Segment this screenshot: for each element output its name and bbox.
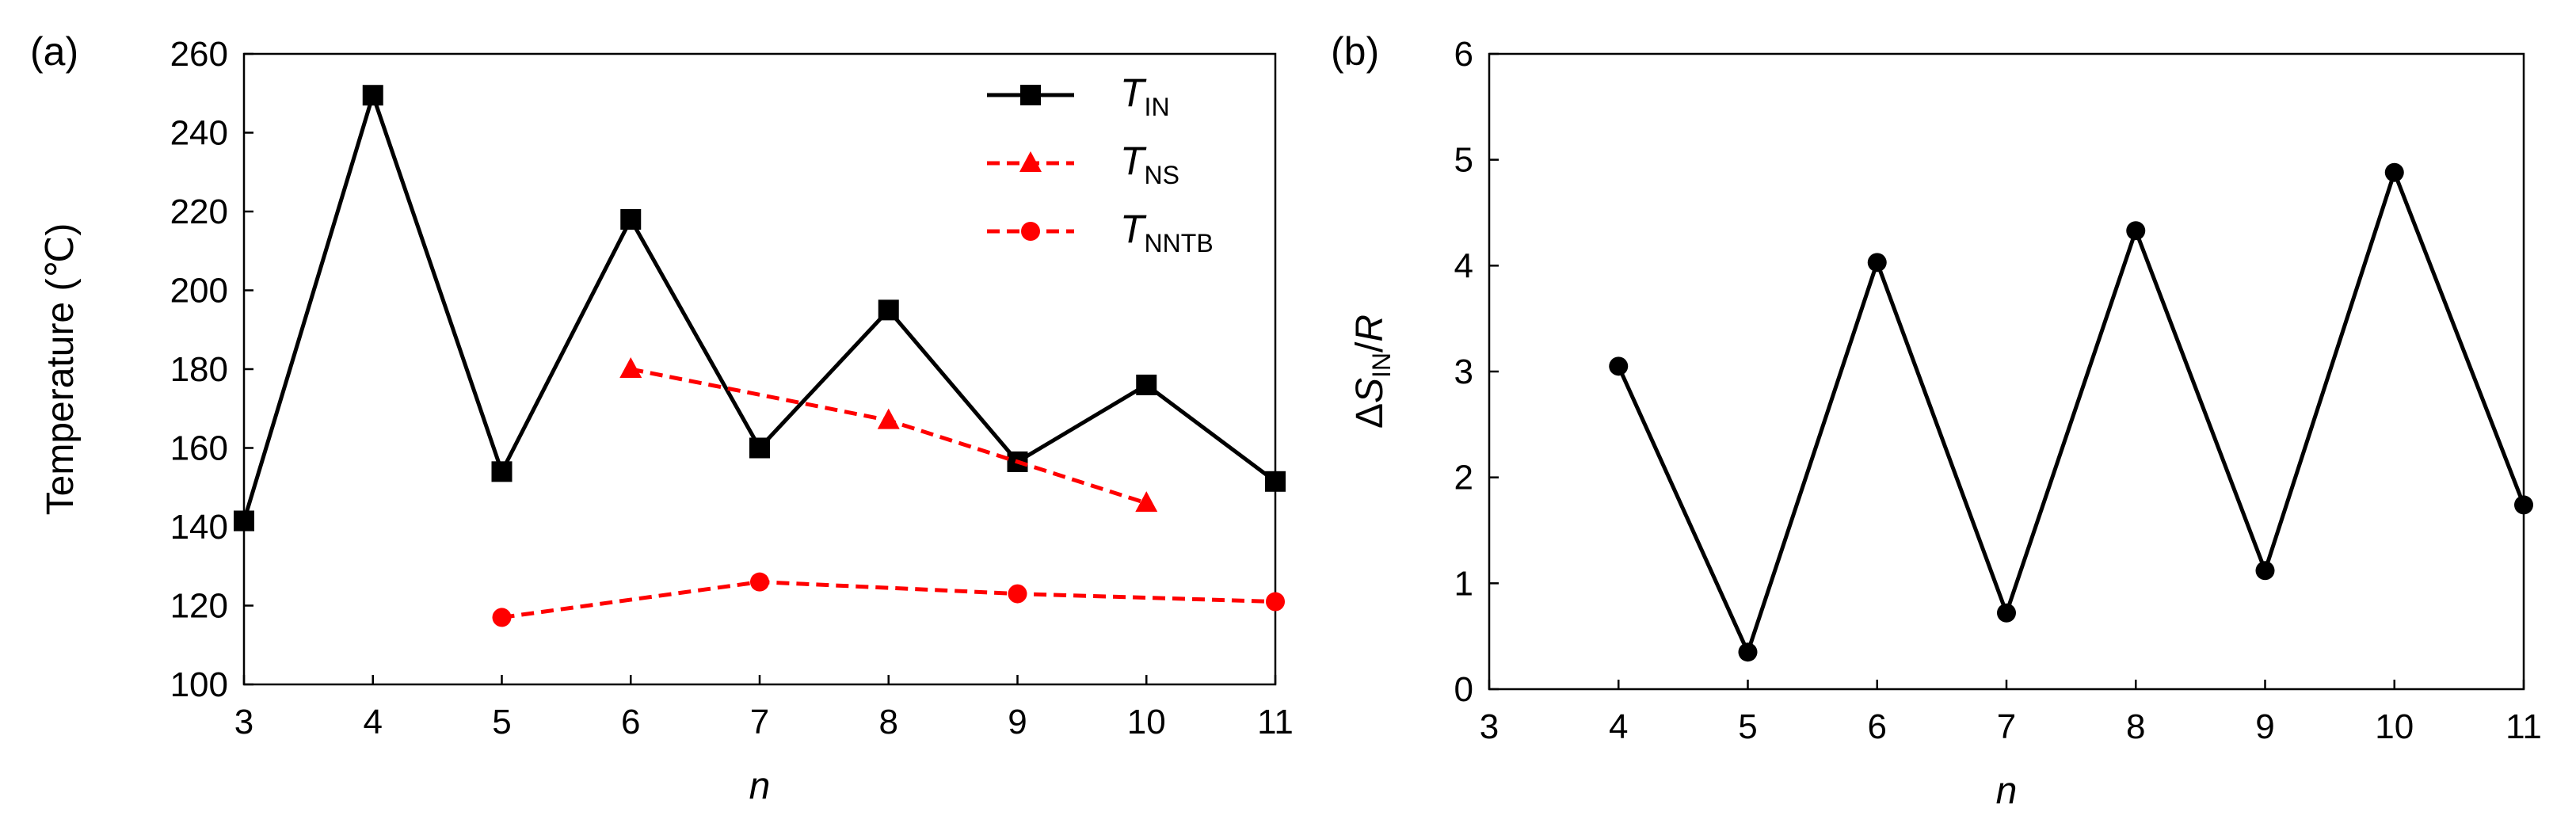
data-point-t-in bbox=[491, 461, 513, 482]
x-tick-label-a: 3 bbox=[234, 703, 253, 741]
y-axis-title-b-slash: / bbox=[1349, 341, 1391, 353]
x-tick-label-b: 3 bbox=[1480, 707, 1499, 746]
data-point-t-nntb bbox=[492, 608, 512, 627]
x-tick-label-a: 8 bbox=[879, 703, 898, 741]
y-axis-title-b-s: S bbox=[1349, 378, 1391, 403]
axes-a: 3 4 5 6 7 8 9 10 11 100 120 140 160 180 200 220 240 260 bbox=[170, 35, 1294, 741]
y-tick-label-a: 100 bbox=[170, 665, 228, 704]
legend-marker-t-ns bbox=[1019, 151, 1042, 172]
panel-a: (a) n Temperature (℃) 3 4 5 6 7 8 9 10 11 100 120 1… bbox=[30, 29, 1294, 807]
y-axis-title-b-sub: IN bbox=[1367, 353, 1396, 378]
data-point-t-in bbox=[620, 208, 642, 230]
legend-label-t-ns-main: T bbox=[1120, 139, 1147, 183]
panel-label-b: (b) bbox=[1331, 29, 1379, 74]
legend-label-t-nntb: TNNTB bbox=[1120, 207, 1214, 257]
legend: TIN TNS TNNTB bbox=[987, 71, 1214, 257]
y-tick-label-a: 240 bbox=[170, 114, 228, 153]
legend-label-t-in-sub: IN bbox=[1145, 93, 1170, 121]
data-point-t-nntb bbox=[1008, 584, 1027, 604]
x-tick-label-b: 8 bbox=[2126, 707, 2145, 746]
y-tick-label-b: 1 bbox=[1454, 564, 1473, 603]
y-tick-label-b: 2 bbox=[1454, 459, 1473, 497]
data-point-t-nntb bbox=[1266, 592, 1285, 612]
y-tick-label-a: 180 bbox=[170, 350, 228, 389]
data-point-s-in-r bbox=[1738, 642, 1758, 662]
y-tick-label-a: 160 bbox=[170, 429, 228, 468]
x-tick-label-a: 4 bbox=[364, 703, 383, 741]
x-tick-label-a: 11 bbox=[1257, 703, 1294, 741]
y-axis-title-a: Temperature (℃) bbox=[40, 223, 82, 516]
series-line-t-nntb bbox=[501, 580, 1276, 619]
x-axis-title-a: n bbox=[749, 765, 771, 807]
panel-b: (b) n ΔSIN/R 3 4 5 6 7 8 9 10 11 0 1 2 3 4 5 6 bbox=[1331, 29, 2542, 812]
x-tick-label-a: 6 bbox=[621, 703, 640, 741]
data-point-s-in-r bbox=[2255, 561, 2275, 581]
legend-label-t-ns: TNS bbox=[1120, 139, 1179, 189]
data-point-t-in bbox=[1265, 471, 1286, 492]
y-tick-label-a: 200 bbox=[170, 272, 228, 311]
data-point-s-in-r bbox=[2126, 221, 2146, 241]
x-tick-label-b: 4 bbox=[1609, 707, 1628, 746]
x-tick-label-b: 6 bbox=[1868, 707, 1887, 746]
y-tick-label-b: 6 bbox=[1454, 35, 1473, 74]
data-point-s-in-r bbox=[2384, 162, 2404, 182]
plot-area-b bbox=[1488, 52, 2525, 691]
data-point-t-ns bbox=[1135, 491, 1158, 513]
x-tick-label-a: 9 bbox=[1008, 703, 1027, 741]
data-point-s-in-r bbox=[1867, 253, 1887, 272]
data-point-t-in bbox=[234, 510, 254, 532]
series-line-s-in-r bbox=[1616, 166, 2526, 658]
x-tick-label-a: 10 bbox=[1127, 703, 1166, 741]
axes-b: 3 4 5 6 7 8 9 10 11 0 1 2 3 4 5 6 bbox=[1454, 35, 2542, 746]
y-tick-label-b: 4 bbox=[1454, 246, 1473, 285]
x-tick-label-b: 7 bbox=[1997, 707, 2016, 746]
data-point-s-in-r bbox=[1609, 356, 1629, 376]
data-point-t-in bbox=[749, 437, 770, 459]
y-tick-label-a: 260 bbox=[170, 35, 228, 74]
y-tick-label-a: 120 bbox=[170, 587, 228, 626]
data-point-t-in bbox=[1136, 374, 1157, 395]
x-axis-title-b: n bbox=[1996, 770, 2018, 812]
x-tick-label-a: 7 bbox=[750, 703, 769, 741]
legend-marker-t-nntb bbox=[1021, 222, 1040, 241]
data-point-t-in bbox=[362, 85, 383, 106]
series-group-a bbox=[234, 85, 1286, 627]
data-point-s-in-r bbox=[2514, 495, 2533, 515]
x-tick-label-b: 9 bbox=[2255, 707, 2274, 746]
legend-label-t-ns-sub: NS bbox=[1145, 161, 1179, 189]
y-tick-label-b: 3 bbox=[1454, 353, 1473, 391]
legend-label-t-in: TIN bbox=[1120, 71, 1170, 121]
legend-label-t-nntb-sub: NNTB bbox=[1145, 229, 1214, 257]
y-tick-label-a: 220 bbox=[170, 192, 228, 231]
series-line-t-ns bbox=[630, 367, 1148, 505]
legend-marker-t-in bbox=[1020, 85, 1041, 105]
y-axis-title-b-r: R bbox=[1349, 314, 1391, 342]
data-point-t-nntb bbox=[750, 572, 769, 592]
data-point-t-ns bbox=[619, 357, 642, 378]
series-group-b bbox=[1609, 162, 2533, 662]
y-axis-title-b: ΔSIN/R bbox=[1349, 314, 1396, 429]
x-tick-label-b: 10 bbox=[2375, 707, 2414, 746]
y-tick-label-a: 140 bbox=[170, 508, 228, 547]
y-tick-label-b: 5 bbox=[1454, 141, 1473, 180]
y-axis-title-b-delta: Δ bbox=[1349, 403, 1391, 429]
data-point-s-in-r bbox=[1997, 603, 2016, 623]
x-tick-label-b: 5 bbox=[1738, 707, 1757, 746]
legend-label-t-in-main: T bbox=[1120, 71, 1147, 115]
legend-label-t-nntb-main: T bbox=[1120, 207, 1147, 251]
data-point-t-in bbox=[878, 299, 899, 321]
panel-label-a: (a) bbox=[30, 29, 78, 74]
x-tick-label-a: 5 bbox=[492, 703, 511, 741]
x-tick-label-b: 11 bbox=[2506, 707, 2542, 746]
y-tick-label-b: 0 bbox=[1454, 670, 1473, 709]
data-point-t-ns bbox=[877, 408, 900, 429]
